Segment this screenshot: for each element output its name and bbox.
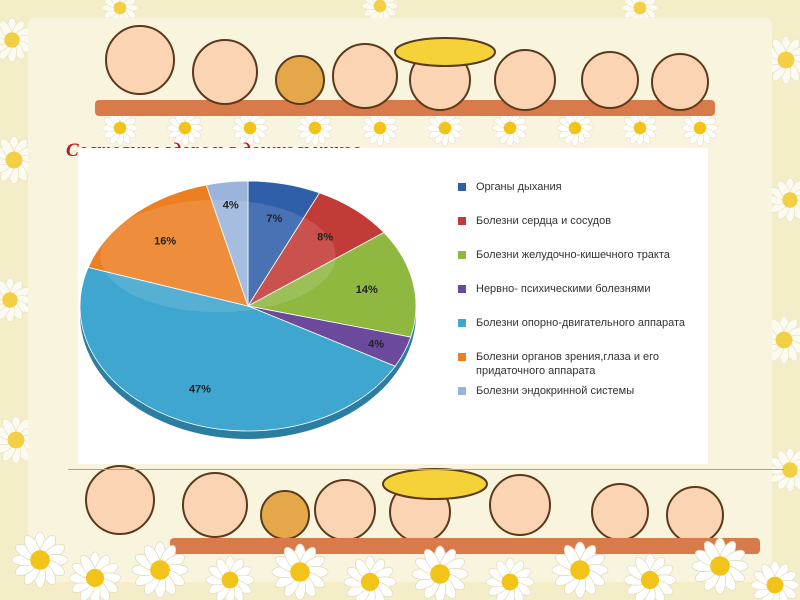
legend-swatch xyxy=(458,183,466,191)
pie-chart: 7% 8% 14% 4% 47% 16% 4% xyxy=(79,180,417,439)
legend-label: Органы дыхания xyxy=(476,181,562,193)
chart-legend: Органы дыхания Болезни сердца и сосудов Бо… xyxy=(458,180,698,418)
legend-item: Органы дыхания xyxy=(458,180,698,214)
legend-item: Болезни желудочно-кишечного тракта xyxy=(458,248,698,282)
legend-item: Болезни органов зрения,глаза и его прида… xyxy=(458,350,698,384)
cartoon-children-top xyxy=(95,25,715,116)
cartoon-children-bottom xyxy=(85,465,760,554)
pie-slice xyxy=(87,184,249,307)
legend-swatch xyxy=(458,285,466,293)
legend-item: Нервно- психическими болезнями xyxy=(458,282,698,316)
legend-label: Болезни желудочно-кишечного тракта xyxy=(476,249,670,261)
legend-label: Нервно- психическими болезнями xyxy=(476,283,651,295)
legend-label: Болезни опорно-двигательного аппарата xyxy=(476,317,686,329)
pie-slice xyxy=(79,266,396,432)
pie-highlight xyxy=(100,199,336,313)
legend-item: Болезни опорно-двигательного аппарата xyxy=(458,316,698,350)
chart-panel: 7% 8% 14% 4% 47% 16% 4% Органы дыхания Болезни … xyxy=(78,148,708,464)
legend-swatch xyxy=(458,353,466,361)
legend-label: Болезни сердца и сосудов xyxy=(476,215,612,227)
legend-swatch xyxy=(458,387,466,395)
pie-slice xyxy=(246,232,417,338)
data-label: 7% xyxy=(266,213,282,225)
legend-label: Болезни эндокринной системы xyxy=(476,385,635,397)
data-label: 8% xyxy=(317,232,333,244)
data-label: 4% xyxy=(368,339,384,351)
legend-label: Болезни органов зрения,глаза и его прида… xyxy=(476,351,660,377)
decorative-divider xyxy=(68,469,784,470)
data-label: 16% xyxy=(154,235,176,247)
data-label: 14% xyxy=(356,284,378,296)
data-label: 4% xyxy=(223,199,239,211)
legend-swatch xyxy=(458,251,466,259)
data-label: 47% xyxy=(189,384,211,396)
legend-swatch xyxy=(458,217,466,225)
legend-swatch xyxy=(458,319,466,327)
legend-item: Болезни эндокринной системы xyxy=(458,384,698,418)
pie-slice xyxy=(205,180,249,307)
legend-item: Болезни сердца и сосудов xyxy=(458,214,698,248)
